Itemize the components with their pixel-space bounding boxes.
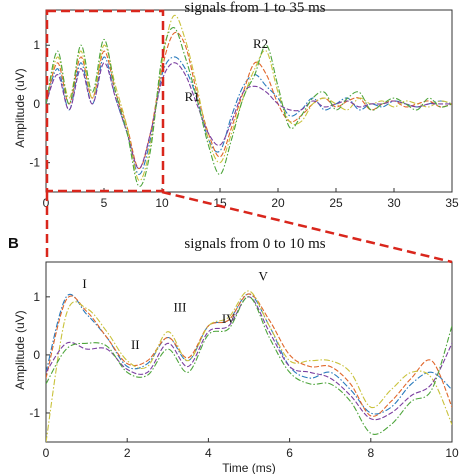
- x-tick-label: 0: [43, 446, 50, 460]
- y-tick-label: 1: [33, 38, 40, 52]
- y-tick-label: 0: [33, 348, 40, 362]
- series-line: [46, 296, 452, 435]
- peak-label: IV: [222, 311, 236, 326]
- x-tick-label: 30: [387, 196, 401, 210]
- x-tick-label: 10: [155, 196, 169, 210]
- series-line: [46, 31, 452, 170]
- series-line: [46, 293, 452, 415]
- peak-label: R1: [185, 89, 200, 104]
- y-tick-label: -1: [29, 406, 40, 420]
- zoom-connector-right: [161, 190, 453, 264]
- y-tick-label: 1: [33, 290, 40, 304]
- peak-label: III: [173, 299, 186, 314]
- series-line: [46, 290, 452, 442]
- series-line: [46, 293, 452, 417]
- series-line: [46, 62, 452, 170]
- x-tick-label: 6: [286, 446, 293, 460]
- panel-b-ylabel: Amplitude (uV): [13, 310, 27, 389]
- x-tick-label: 2: [124, 446, 131, 460]
- series-line: [46, 14, 452, 181]
- peak-label: V: [259, 269, 269, 284]
- x-tick-label: 20: [271, 196, 285, 210]
- series-line: [46, 27, 452, 187]
- panel-b-frame: [45, 261, 453, 443]
- x-tick-label: 10: [445, 446, 459, 460]
- panel-b-xlabel: Time (ms): [222, 461, 276, 474]
- panel-b-title: signals from 0 to 10 ms: [184, 236, 325, 252]
- y-tick-label: -1: [29, 156, 40, 170]
- x-tick-label: 4: [205, 446, 212, 460]
- x-tick-label: 0: [43, 196, 50, 210]
- panel-b-letter: B: [8, 235, 19, 252]
- x-tick-label: 5: [101, 196, 108, 210]
- x-tick-label: 35: [445, 196, 459, 210]
- peak-label: R2: [253, 36, 268, 51]
- panel-a-title: signals from 1 to 35 ms: [184, 0, 325, 16]
- zoom-region-box: [45, 9, 165, 193]
- peak-label: I: [82, 276, 86, 291]
- y-tick-label: 0: [33, 97, 40, 111]
- peak-label: II: [131, 337, 140, 352]
- x-tick-label: 25: [329, 196, 343, 210]
- panel-a-ylabel: Amplitude (uV): [13, 68, 27, 147]
- x-tick-label: 8: [367, 446, 374, 460]
- zoom-connectors: [45, 190, 453, 264]
